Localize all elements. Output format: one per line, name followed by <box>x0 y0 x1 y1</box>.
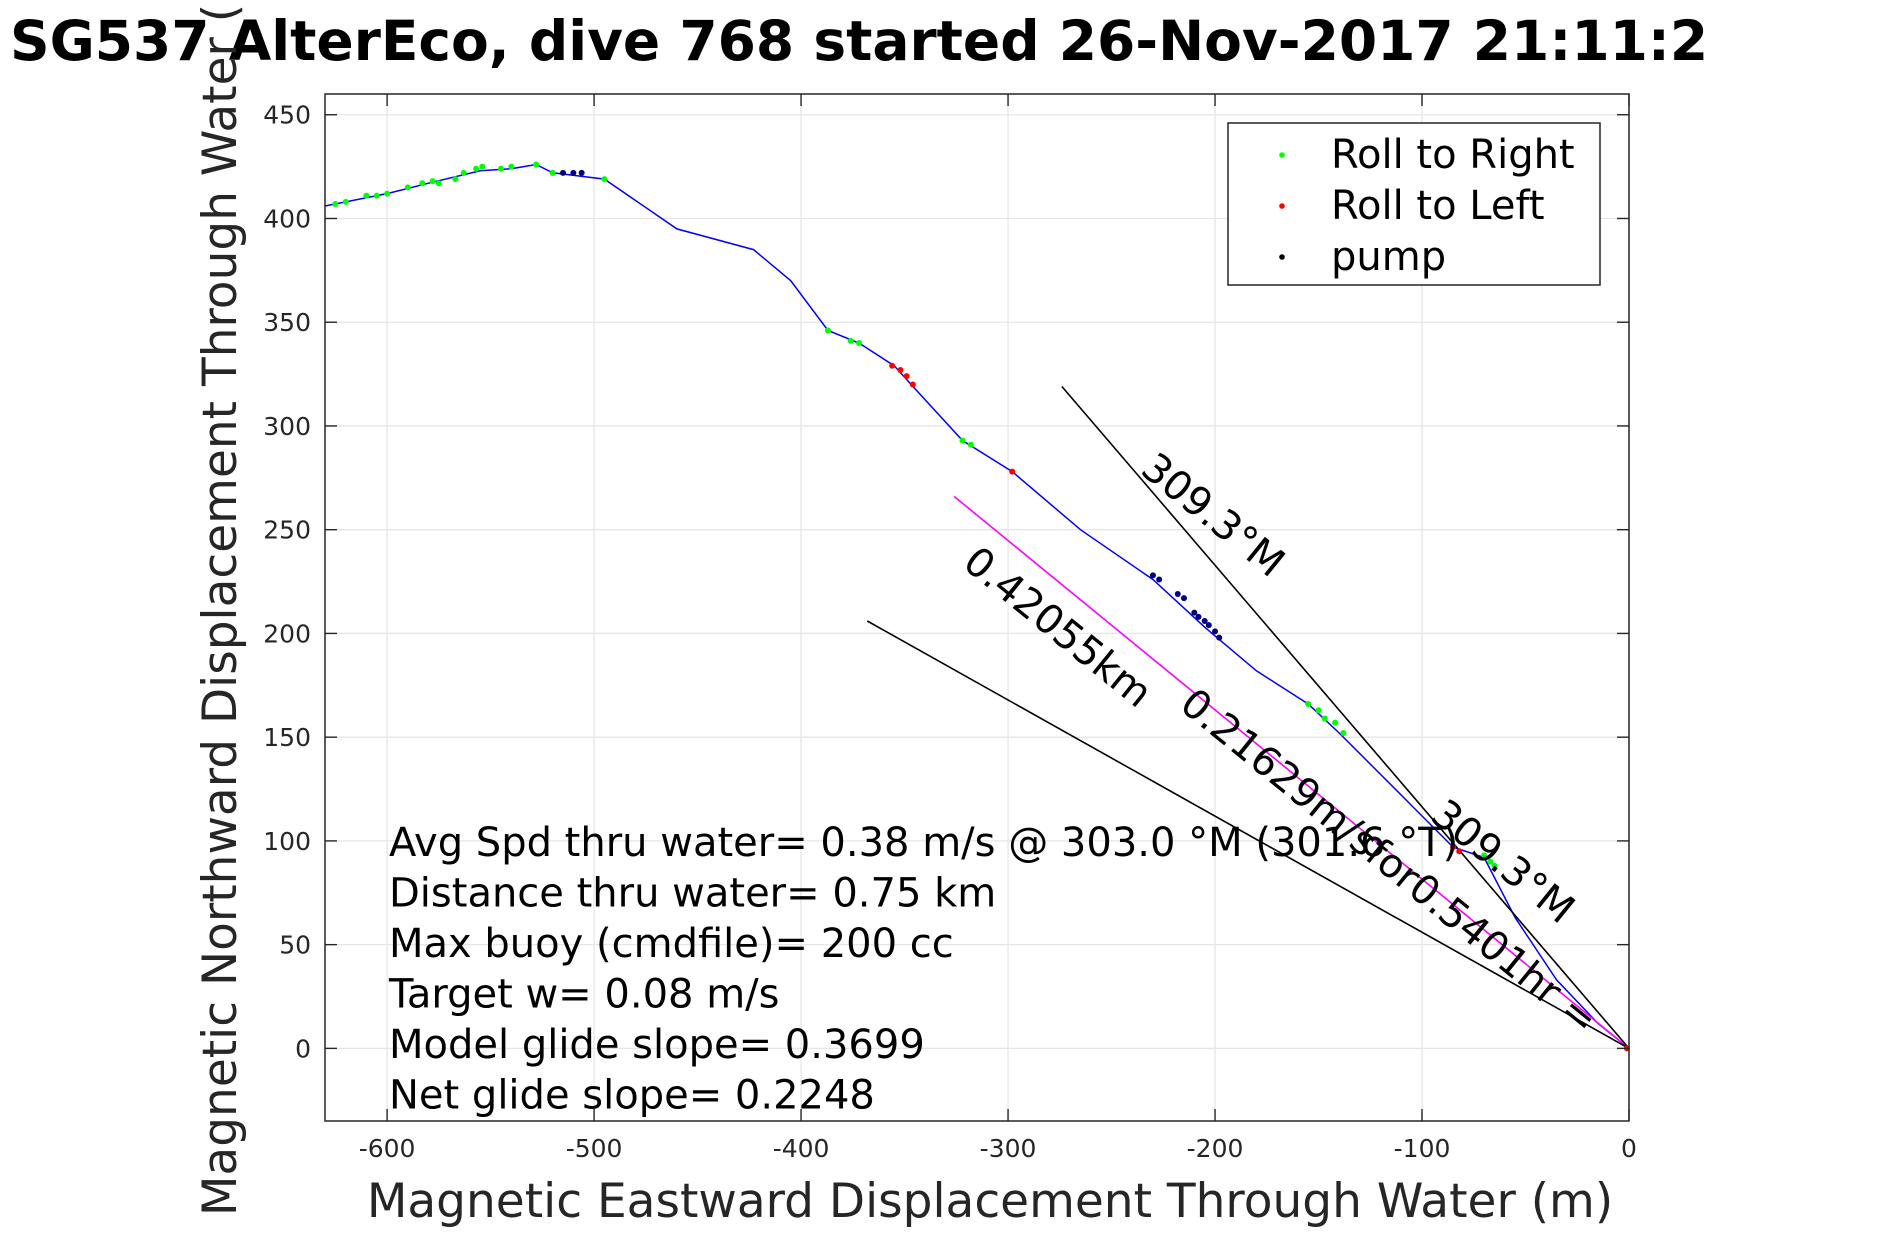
stat-line: Model glide slope= 0.3699 <box>389 1022 925 1068</box>
stat-line: Max buoy (cmdfile)= 200 cc <box>389 921 954 967</box>
roll-to-right-point <box>1491 862 1498 869</box>
y-tick-label: 200 <box>263 619 311 648</box>
x-tick-label: -200 <box>1187 1134 1244 1163</box>
pump-point <box>1180 595 1187 602</box>
pump-point <box>1195 613 1202 620</box>
roll-to-right-point <box>460 169 467 176</box>
roll-to-right-point <box>967 441 974 448</box>
roll-to-right-point <box>1487 858 1494 865</box>
roll-to-right-point <box>479 163 486 170</box>
pump-point <box>1149 572 1156 579</box>
legend-label: Roll to Right <box>1331 132 1575 178</box>
y-tick-label: 250 <box>263 516 311 545</box>
bearing-line <box>1061 385 1630 1049</box>
y-tick-label: 450 <box>263 101 311 130</box>
y-tick-label: 150 <box>263 723 311 752</box>
roll-to-left-point <box>1456 848 1463 855</box>
roll-to-left-point <box>909 381 916 388</box>
roll-to-right-point <box>1481 852 1488 859</box>
y-tick-label: 0 <box>295 1034 311 1063</box>
x-axis-label: Magnetic Eastward Displacement Through W… <box>367 1174 1613 1229</box>
roll-to-right-point <box>373 192 380 199</box>
roll-to-right-point <box>1321 715 1328 722</box>
roll-to-right-point <box>435 180 442 187</box>
roll-to-right-point <box>332 200 339 207</box>
x-tick-label: -300 <box>980 1134 1037 1163</box>
legend-marker <box>1279 152 1285 158</box>
pump-point <box>1156 576 1163 583</box>
roll-to-right-point <box>342 198 349 205</box>
ticks-layer: -600 -500 -400 -300 -200 -100 0 0 50 100 150 200 250… <box>263 94 1637 1163</box>
legend: Roll to Right Roll to Left pump <box>1227 122 1601 286</box>
legend-label: pump <box>1331 234 1446 280</box>
chart-title: SG537 AlterEco, dive 768 started 26-Nov-… <box>10 9 1708 73</box>
roll-to-right-point <box>1305 700 1312 707</box>
x-tick-label: -400 <box>773 1134 830 1163</box>
y-tick-label: 400 <box>263 204 311 233</box>
legend-marker <box>1279 203 1285 209</box>
roll-to-right-point <box>497 165 504 172</box>
roll-to-left-point <box>889 362 896 369</box>
plot-border <box>324 93 1630 1122</box>
roll-to-right-point <box>404 184 411 191</box>
pump-point <box>1212 628 1219 635</box>
legend-marker <box>1279 254 1285 260</box>
y-axis-label: Magnetic Northward Displacement Through … <box>193 4 248 1216</box>
roll-to-right-point <box>363 192 370 199</box>
roll-to-right-point <box>452 176 459 183</box>
stat-line: Target w= 0.08 m/s <box>388 972 779 1018</box>
series-layer <box>324 161 1630 1052</box>
y-tick-label: 350 <box>263 308 311 337</box>
plot-frame <box>324 93 1630 1122</box>
average-track-line <box>953 495 1630 1050</box>
legend-label: Roll to Left <box>1331 183 1545 229</box>
x-tick-label: -100 <box>1394 1134 1451 1163</box>
roll-to-right-point <box>473 165 480 172</box>
roll-to-right-point <box>1332 719 1339 726</box>
roll-to-left-point <box>1450 844 1457 851</box>
roll-to-left-point <box>897 366 904 373</box>
roll-to-right-point <box>533 161 540 168</box>
roll-to-right-point <box>959 437 966 444</box>
x-tick-label: 0 <box>1621 1134 1637 1163</box>
roll-to-right-point <box>549 169 556 176</box>
pump-point <box>1174 591 1181 598</box>
roll-to-left-point <box>1009 468 1016 475</box>
pump-point <box>1201 617 1208 624</box>
pump-point <box>1205 622 1212 629</box>
stat-line: Net glide slope= 0.2248 <box>389 1073 875 1119</box>
pump-point <box>578 169 585 176</box>
y-tick-label: 100 <box>263 827 311 856</box>
x-tick-label: -500 <box>566 1134 623 1163</box>
pump-point <box>570 169 577 176</box>
y-tick-label: 300 <box>263 412 311 441</box>
roll-to-right-point <box>429 178 436 185</box>
titles: SG537 AlterEco, dive 768 started 26-Nov-… <box>10 4 1708 1229</box>
roll-to-left-point <box>903 373 910 380</box>
pump-point <box>1216 634 1223 641</box>
roll-to-right-point <box>419 180 426 187</box>
stat-line: Distance thru water= 0.75 km <box>389 871 996 917</box>
x-tick-label: -600 <box>359 1134 416 1163</box>
roll-to-right-point <box>1340 730 1347 737</box>
stat-line: Avg Spd thru water= 0.38 m/s @ 303.0 °M … <box>389 820 1458 866</box>
y-tick-label: 50 <box>279 931 311 960</box>
roll-to-right-point <box>508 163 515 170</box>
roll-to-right-point <box>847 337 854 344</box>
roll-to-right-point <box>384 190 391 197</box>
roll-to-right-point <box>601 176 608 183</box>
legend-box <box>1227 122 1601 286</box>
pump-point <box>1191 609 1198 616</box>
roll-to-right-point <box>824 327 831 334</box>
bearing-line <box>866 620 1630 1050</box>
roll-to-right-point <box>856 339 863 346</box>
roll-to-right-point <box>1315 707 1322 714</box>
pump-point <box>560 169 567 176</box>
stats-block: Avg Spd thru water= 0.38 m/s @ 303.0 °M … <box>388 820 1458 1119</box>
